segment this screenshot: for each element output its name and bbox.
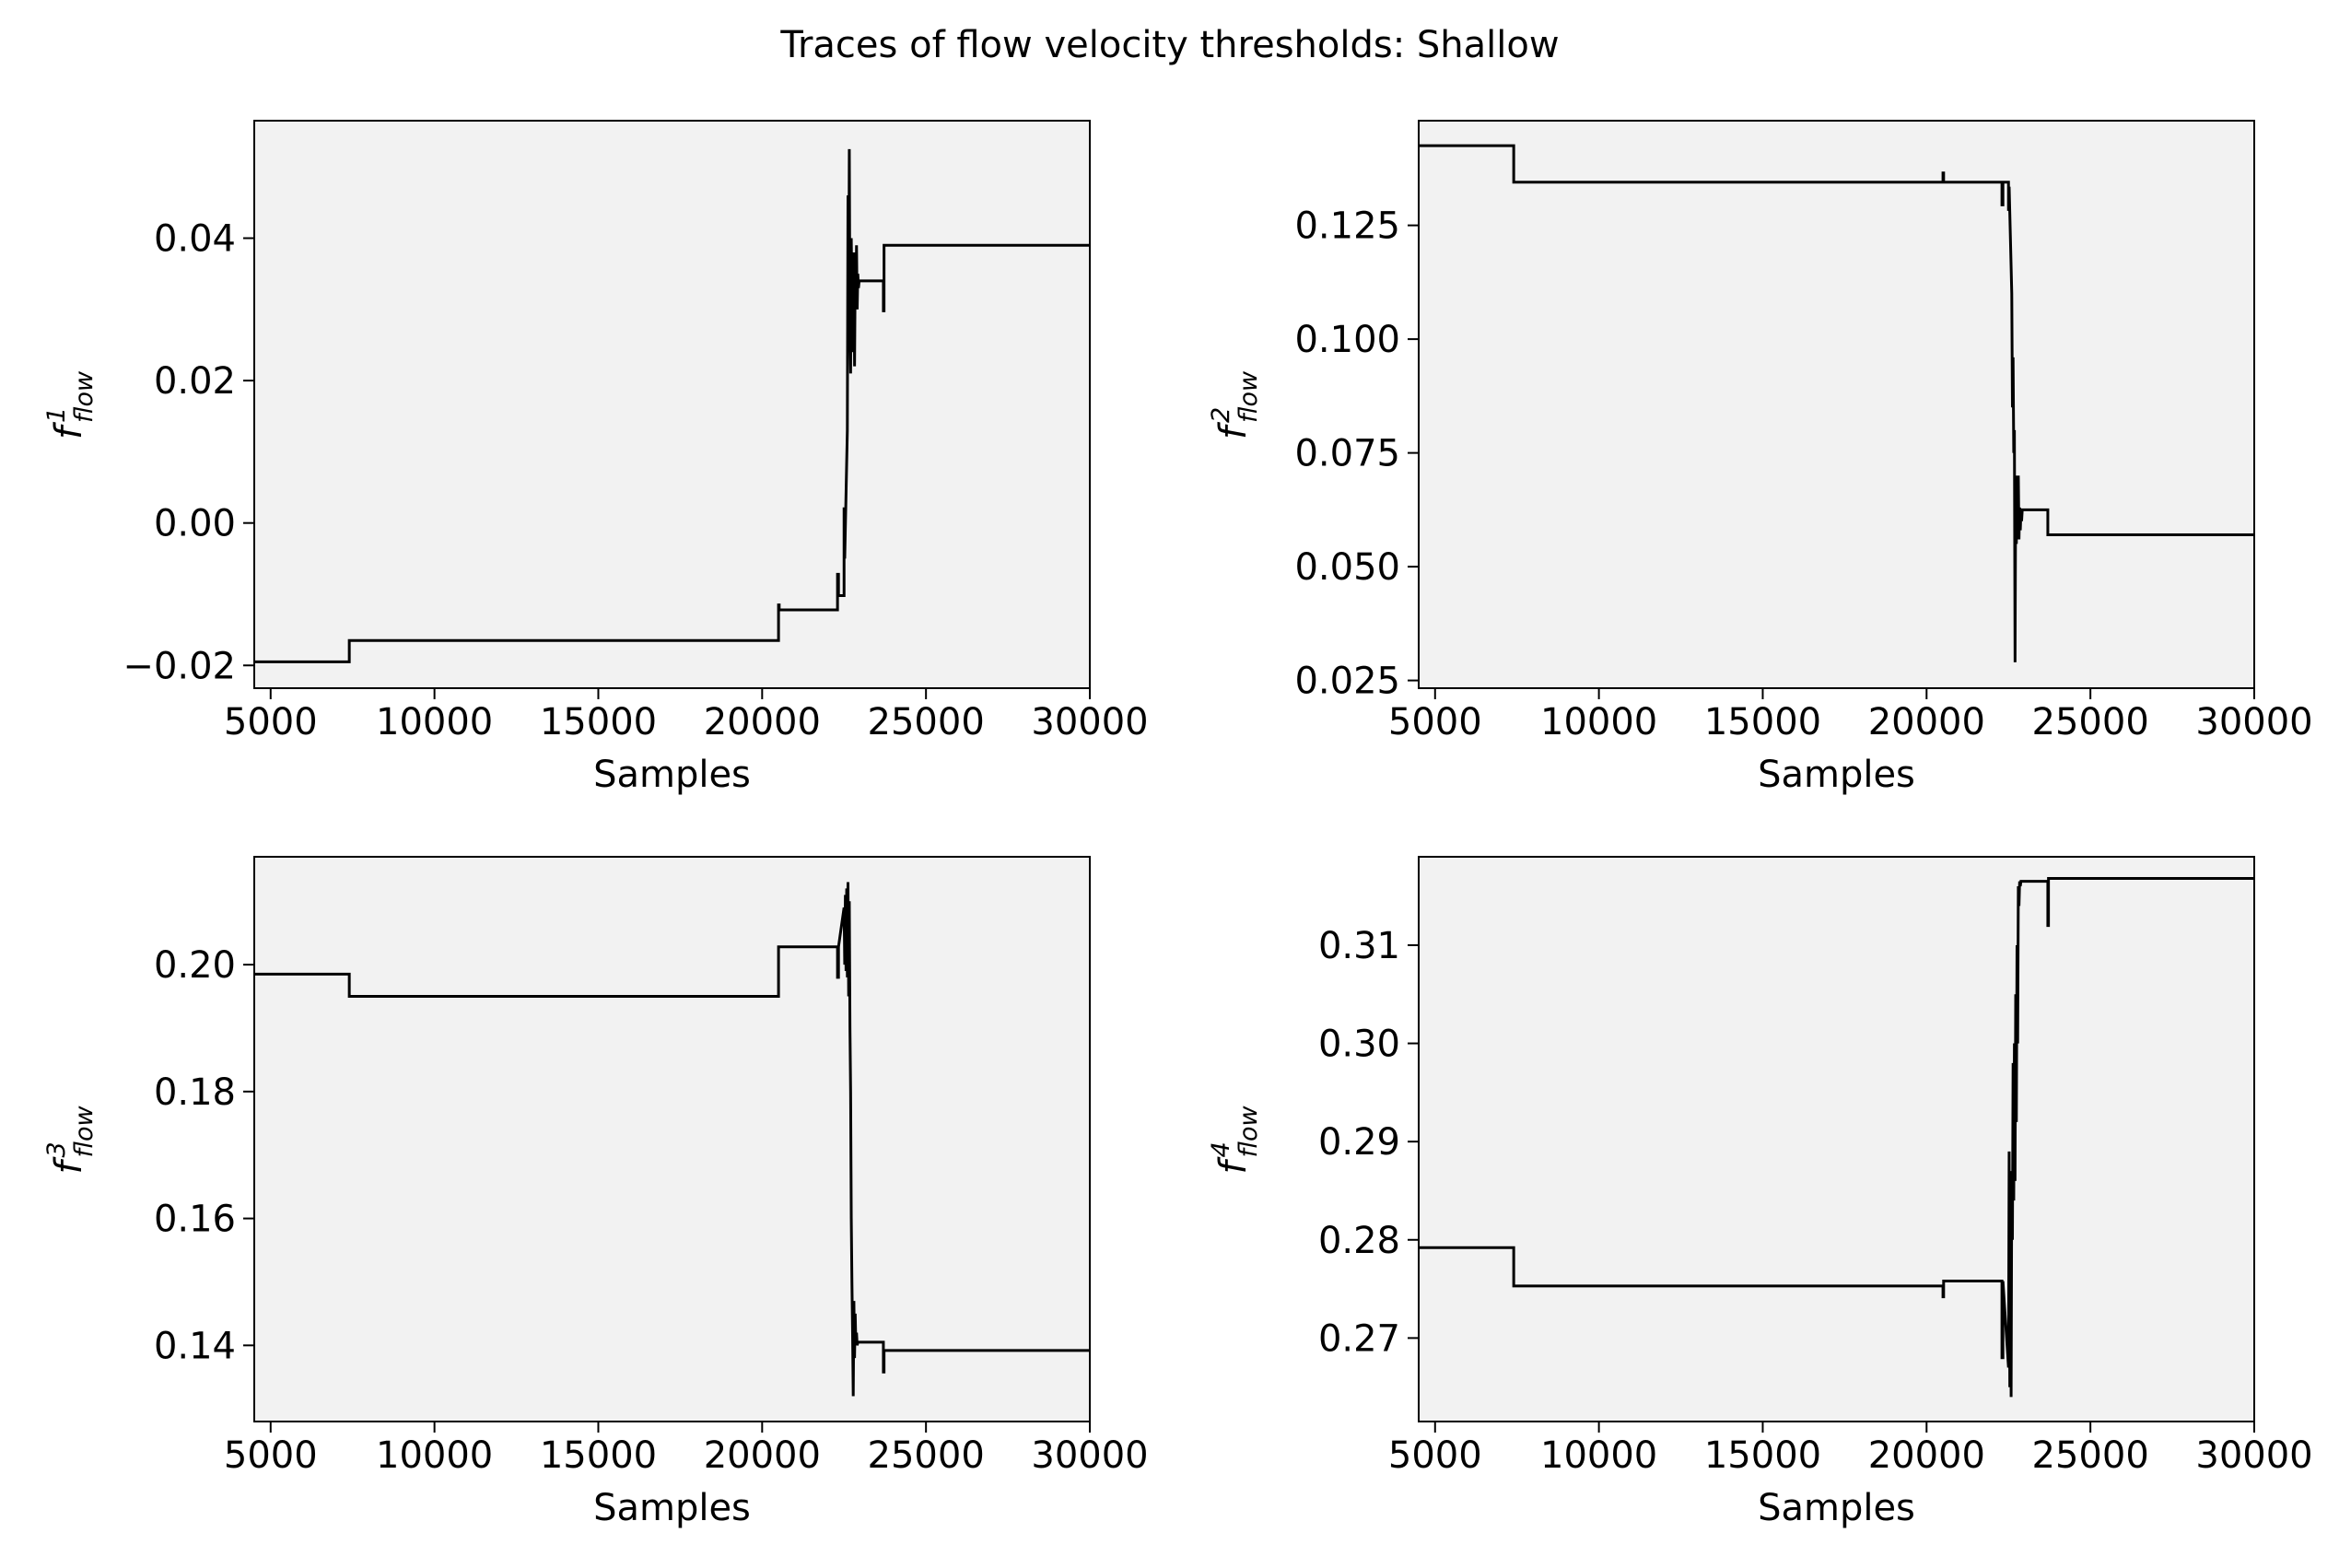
y-tick-label-3-3: 0.20 — [154, 944, 236, 987]
axes-frame-3 — [253, 856, 1091, 1422]
y-tick-label-2-3: 0.100 — [1294, 319, 1400, 361]
x-tick-label-1-0: 5000 — [224, 701, 318, 743]
trace-line-4 — [1419, 876, 2254, 1398]
x-tick-label-3-4: 25000 — [868, 1434, 985, 1477]
y-tick-label-4-1: 0.28 — [1318, 1220, 1400, 1262]
subplot-4: 5000 10000 15000 20000 25000 30000 0.27 0.28 0.2… — [1207, 856, 2313, 1529]
y-axis-label-1: f1 flow — [42, 370, 99, 439]
x-tick-label-4-4: 25000 — [2032, 1434, 2149, 1477]
x-tick-label-1-5: 30000 — [1031, 701, 1148, 743]
y-axis-label-3: f3 flow — [42, 1106, 99, 1175]
axes-frame-2 — [1418, 120, 2255, 689]
x-tick-label-3-3: 20000 — [704, 1434, 821, 1477]
y-label-subscript-1: flow — [70, 370, 99, 423]
y-label-base-3: f — [48, 1156, 90, 1175]
y-label-subscript-4: flow — [1234, 1106, 1263, 1158]
y-label-base-2: f — [1212, 421, 1255, 439]
y-tick-label-2-1: 0.050 — [1294, 546, 1400, 589]
x-tick-label-1-2: 15000 — [540, 701, 657, 743]
y-tick-label-1-1: 0.00 — [154, 503, 236, 545]
y-tick-label-2-0: 0.025 — [1294, 661, 1400, 703]
plot-area-1 — [254, 121, 1090, 688]
trace-line-2 — [1419, 144, 2254, 662]
x-tick-label-1-1: 10000 — [376, 701, 493, 743]
y-label-superscript-4: 4 — [1207, 1141, 1235, 1157]
y-label-subscript-2: flow — [1234, 370, 1263, 423]
x-tick-label-4-1: 10000 — [1540, 1434, 1657, 1477]
x-tick-label-4-0: 5000 — [1388, 1434, 1482, 1477]
y-tick-label-1-0: −0.02 — [123, 645, 236, 687]
y-axis-label-2: f2 flow — [1207, 370, 1263, 439]
subplot-3: 5000 10000 15000 20000 25000 30000 0.14 0.16 0.1… — [42, 856, 1149, 1529]
y-tick-label-1-2: 0.02 — [154, 360, 236, 403]
subplot-2: 5000 10000 15000 20000 25000 30000 0.025 0.050 0… — [1207, 120, 2313, 796]
x-tick-label-2-3: 20000 — [1868, 701, 1985, 743]
axes-frame-4 — [1418, 856, 2255, 1422]
y-label-superscript-2: 2 — [1207, 407, 1235, 423]
x-tick-label-1-4: 25000 — [868, 701, 985, 743]
trace-line-1 — [254, 148, 1090, 663]
x-tick-label-4-5: 30000 — [2195, 1434, 2312, 1477]
y-tick-label-4-0: 0.27 — [1318, 1317, 1400, 1360]
x-tick-label-2-0: 5000 — [1388, 701, 1482, 743]
y-tick-label-3-2: 0.18 — [154, 1071, 236, 1114]
y-tick-label-3-0: 0.14 — [154, 1325, 236, 1367]
y-tick-label-2-2: 0.075 — [1294, 433, 1400, 475]
y-tick-label-4-2: 0.29 — [1318, 1121, 1400, 1164]
plot-area-3 — [254, 857, 1090, 1422]
x-tick-label-4-2: 15000 — [1704, 1434, 1821, 1477]
y-label-superscript-1: 1 — [42, 407, 71, 423]
axes-frame-1 — [253, 120, 1091, 689]
trace-line-3 — [254, 882, 1090, 1397]
x-tick-label-2-1: 10000 — [1540, 701, 1657, 743]
y-label-base-1: f — [48, 421, 90, 439]
x-tick-label-2-5: 30000 — [2195, 701, 2312, 743]
y-tick-label-1-3: 0.04 — [154, 218, 236, 261]
y-tick-label-4-3: 0.30 — [1318, 1024, 1400, 1066]
x-tick-label-4-3: 20000 — [1868, 1434, 1985, 1477]
subplot-grid: 5000 10000 15000 20000 25000 30000−0.020.000.… — [42, 120, 2313, 1529]
y-tick-label-4-4: 0.31 — [1318, 925, 1400, 967]
x-tick-label-3-2: 15000 — [540, 1434, 657, 1477]
x-tick-label-3-5: 30000 — [1031, 1434, 1148, 1477]
subplot-1: 5000 10000 15000 20000 25000 30000 −0.02 0.00 0.… — [42, 120, 1149, 796]
x-axis-label-4: Samples — [1758, 1487, 1915, 1529]
y-tick-label-2-4: 0.125 — [1294, 205, 1400, 248]
figure-title: Traces of flow velocity thresholds: Shal… — [779, 24, 1559, 66]
plot-area-2 — [1419, 121, 2254, 688]
x-axis-label-1: Samples — [593, 754, 751, 796]
y-label-superscript-3: 3 — [42, 1141, 71, 1157]
y-axis-label-4: f4 flow — [1207, 1106, 1263, 1175]
x-tick-label-1-3: 20000 — [704, 701, 821, 743]
x-tick-label-2-4: 25000 — [2032, 701, 2149, 743]
x-axis-label-3: Samples — [593, 1487, 751, 1529]
x-tick-label-2-2: 15000 — [1704, 701, 1821, 743]
y-label-subscript-3: flow — [70, 1106, 99, 1158]
x-axis-label-2: Samples — [1758, 754, 1915, 796]
x-tick-label-3-0: 5000 — [224, 1434, 318, 1477]
y-label-base-4: f — [1212, 1156, 1255, 1175]
y-tick-label-3-1: 0.16 — [154, 1199, 236, 1241]
plot-area-4 — [1419, 857, 2254, 1422]
x-tick-label-3-1: 10000 — [376, 1434, 493, 1477]
